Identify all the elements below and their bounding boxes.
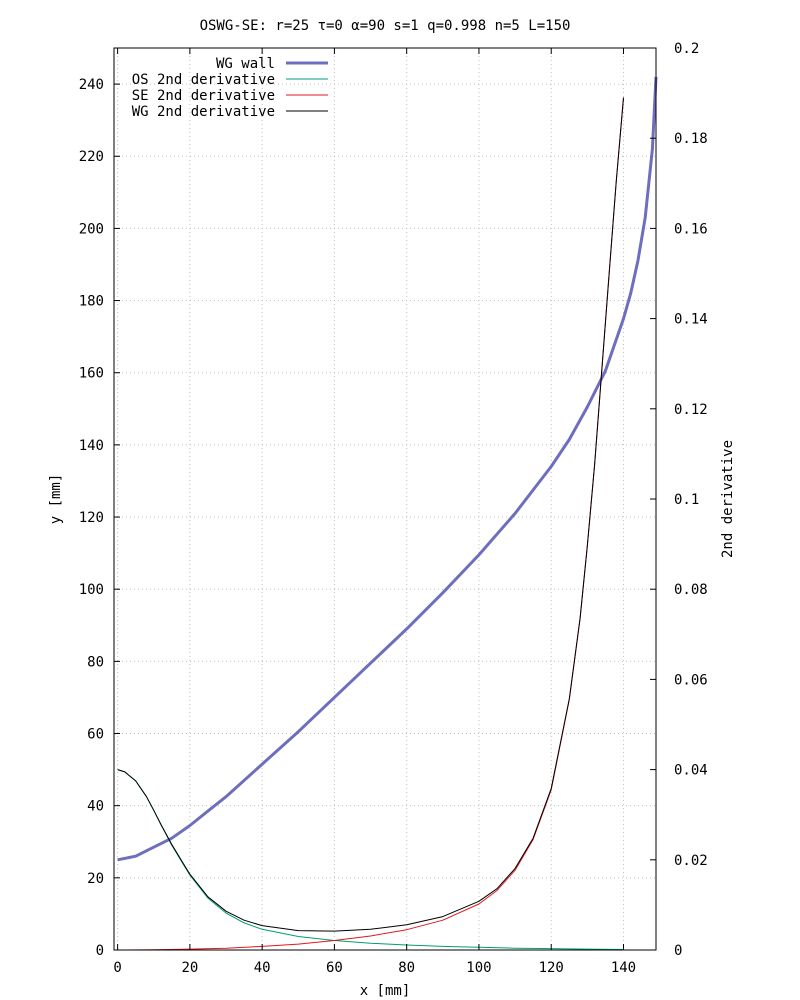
y-tick-label: 160 <box>79 366 104 382</box>
y2-axis-label: 2nd derivative <box>720 440 736 558</box>
y2-tick-label: 0.14 <box>674 312 708 328</box>
x-tick-label: 60 <box>326 960 343 976</box>
legend-label: WG 2nd derivative <box>132 104 275 120</box>
y2-tick-label: 0.08 <box>674 582 708 598</box>
y2-tick-label: 0.16 <box>674 221 708 237</box>
series-layer <box>117 76 658 951</box>
y-axis-label: y [mm] <box>48 474 64 525</box>
x-tick-label: 20 <box>181 960 198 976</box>
legend-label: WG wall <box>216 56 275 72</box>
y-tick-label: 180 <box>79 294 104 310</box>
grid-lines <box>114 48 656 950</box>
legend-label: SE 2nd derivative <box>132 88 275 104</box>
x-tick-label: 140 <box>611 960 636 976</box>
y-tick-label: 40 <box>87 799 104 815</box>
wg-wall-line <box>117 76 658 862</box>
y-tick-label: 200 <box>79 221 104 237</box>
x-tick-label: 80 <box>398 960 415 976</box>
plot-frame <box>113 47 657 951</box>
y-tick-label: 20 <box>87 871 104 887</box>
y2-tick-label: 0.06 <box>674 672 708 688</box>
y-tick-label: 60 <box>87 727 104 743</box>
y2-tick-label: 0.1 <box>674 492 699 508</box>
y-tick-label: 220 <box>79 149 104 165</box>
y-tick-label: 100 <box>79 582 104 598</box>
y2-tick-label: 0.2 <box>674 41 699 57</box>
y-tick-label: 120 <box>79 510 104 526</box>
chart-title: OSWG-SE: r=25 τ=0 α=90 s=1 q=0.998 n=5 L… <box>200 18 571 34</box>
tick-labels: 0 20 40 60 80 100 120 140 0 20 40 60 80 100 120 140 160 1… <box>79 41 708 976</box>
x-tick-label: 0 <box>113 960 121 976</box>
y2-tick-label: 0.04 <box>674 763 708 779</box>
y2-tick-label: 0.12 <box>674 402 708 418</box>
y2-tick-label: 0.18 <box>674 131 708 147</box>
x-tick-label: 40 <box>254 960 271 976</box>
wg-2nd-derivative-line <box>117 97 624 932</box>
y2-tick-label: 0 <box>674 943 682 959</box>
os-2nd-derivative-line <box>117 769 624 950</box>
x-tick-label: 100 <box>466 960 491 976</box>
y-tick-label: 80 <box>87 654 104 670</box>
legend-label: OS 2nd derivative <box>132 72 275 88</box>
y2-tick-label: 0.02 <box>674 853 708 869</box>
y-tick-label: 240 <box>79 77 104 93</box>
y-tick-label: 0 <box>96 943 104 959</box>
axis-ticks <box>114 47 656 951</box>
y-tick-label: 140 <box>79 438 104 454</box>
x-tick-label: 120 <box>539 960 564 976</box>
x-axis-label: x [mm] <box>360 983 411 999</box>
